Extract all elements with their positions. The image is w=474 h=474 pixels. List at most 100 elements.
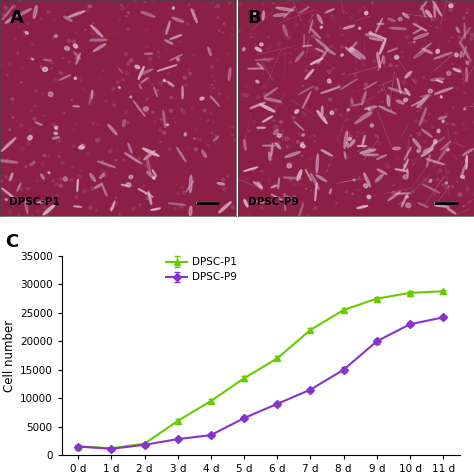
Ellipse shape (134, 0, 137, 2)
Ellipse shape (253, 120, 256, 123)
Ellipse shape (218, 92, 221, 95)
Ellipse shape (61, 161, 64, 165)
Ellipse shape (473, 122, 474, 123)
Ellipse shape (466, 62, 467, 63)
Ellipse shape (452, 6, 455, 9)
Ellipse shape (72, 145, 75, 148)
Ellipse shape (246, 86, 247, 87)
Ellipse shape (365, 11, 368, 15)
Ellipse shape (213, 87, 215, 89)
Ellipse shape (125, 153, 141, 164)
Ellipse shape (317, 110, 327, 124)
Ellipse shape (372, 155, 374, 157)
Ellipse shape (15, 37, 17, 39)
Ellipse shape (254, 182, 263, 188)
Ellipse shape (440, 96, 442, 98)
Ellipse shape (370, 122, 374, 125)
Ellipse shape (145, 78, 148, 81)
Ellipse shape (337, 150, 338, 151)
Ellipse shape (10, 84, 12, 85)
Ellipse shape (300, 7, 309, 13)
Ellipse shape (140, 69, 153, 75)
Ellipse shape (167, 73, 169, 74)
Ellipse shape (154, 87, 157, 97)
Ellipse shape (59, 75, 71, 81)
Ellipse shape (22, 68, 23, 69)
Ellipse shape (0, 65, 2, 66)
Ellipse shape (59, 72, 63, 75)
Ellipse shape (325, 48, 335, 55)
Ellipse shape (148, 191, 152, 205)
Ellipse shape (358, 176, 360, 178)
Text: C: C (5, 233, 18, 251)
Ellipse shape (160, 32, 164, 35)
Ellipse shape (301, 13, 302, 14)
Ellipse shape (94, 184, 102, 189)
Ellipse shape (269, 152, 271, 160)
Ellipse shape (347, 109, 349, 111)
Ellipse shape (340, 188, 342, 190)
Ellipse shape (421, 148, 433, 156)
Ellipse shape (288, 36, 291, 39)
Y-axis label: Cell number: Cell number (3, 319, 16, 392)
Ellipse shape (85, 29, 86, 31)
Ellipse shape (222, 32, 223, 33)
Ellipse shape (294, 121, 304, 130)
Ellipse shape (239, 2, 243, 6)
Ellipse shape (138, 189, 153, 197)
Ellipse shape (383, 160, 386, 163)
Ellipse shape (341, 34, 344, 36)
Ellipse shape (287, 145, 290, 147)
Ellipse shape (34, 105, 37, 108)
Ellipse shape (88, 5, 91, 8)
Ellipse shape (258, 81, 259, 82)
Ellipse shape (12, 117, 14, 118)
Ellipse shape (92, 122, 95, 125)
Ellipse shape (468, 201, 471, 203)
Ellipse shape (431, 18, 434, 21)
Ellipse shape (0, 160, 18, 163)
Ellipse shape (311, 13, 314, 16)
Ellipse shape (413, 138, 421, 148)
Ellipse shape (172, 17, 183, 22)
Ellipse shape (469, 59, 472, 62)
Ellipse shape (362, 135, 365, 146)
Ellipse shape (465, 160, 469, 164)
Ellipse shape (299, 133, 301, 135)
Ellipse shape (115, 202, 118, 204)
Ellipse shape (157, 51, 159, 52)
Ellipse shape (302, 134, 304, 136)
Ellipse shape (461, 163, 466, 178)
Ellipse shape (168, 203, 185, 205)
Ellipse shape (329, 184, 331, 186)
Ellipse shape (68, 11, 85, 18)
Ellipse shape (96, 85, 98, 86)
Ellipse shape (182, 110, 185, 114)
Ellipse shape (160, 141, 162, 143)
Ellipse shape (339, 27, 342, 29)
Ellipse shape (364, 184, 368, 188)
Ellipse shape (81, 81, 82, 82)
Ellipse shape (419, 43, 431, 53)
Ellipse shape (377, 141, 381, 145)
Ellipse shape (396, 156, 399, 160)
Ellipse shape (8, 186, 9, 187)
Ellipse shape (295, 23, 298, 26)
Ellipse shape (268, 181, 270, 182)
Ellipse shape (151, 208, 160, 210)
Ellipse shape (285, 152, 301, 157)
Ellipse shape (135, 65, 140, 69)
Ellipse shape (294, 49, 296, 50)
Ellipse shape (314, 207, 317, 210)
Ellipse shape (20, 147, 24, 150)
Ellipse shape (242, 48, 245, 51)
Ellipse shape (363, 6, 365, 9)
Ellipse shape (44, 207, 46, 209)
Ellipse shape (120, 137, 123, 139)
Ellipse shape (98, 77, 100, 79)
Ellipse shape (228, 54, 229, 55)
Ellipse shape (177, 58, 179, 61)
Ellipse shape (162, 29, 165, 32)
Ellipse shape (54, 77, 57, 81)
Ellipse shape (379, 38, 386, 54)
